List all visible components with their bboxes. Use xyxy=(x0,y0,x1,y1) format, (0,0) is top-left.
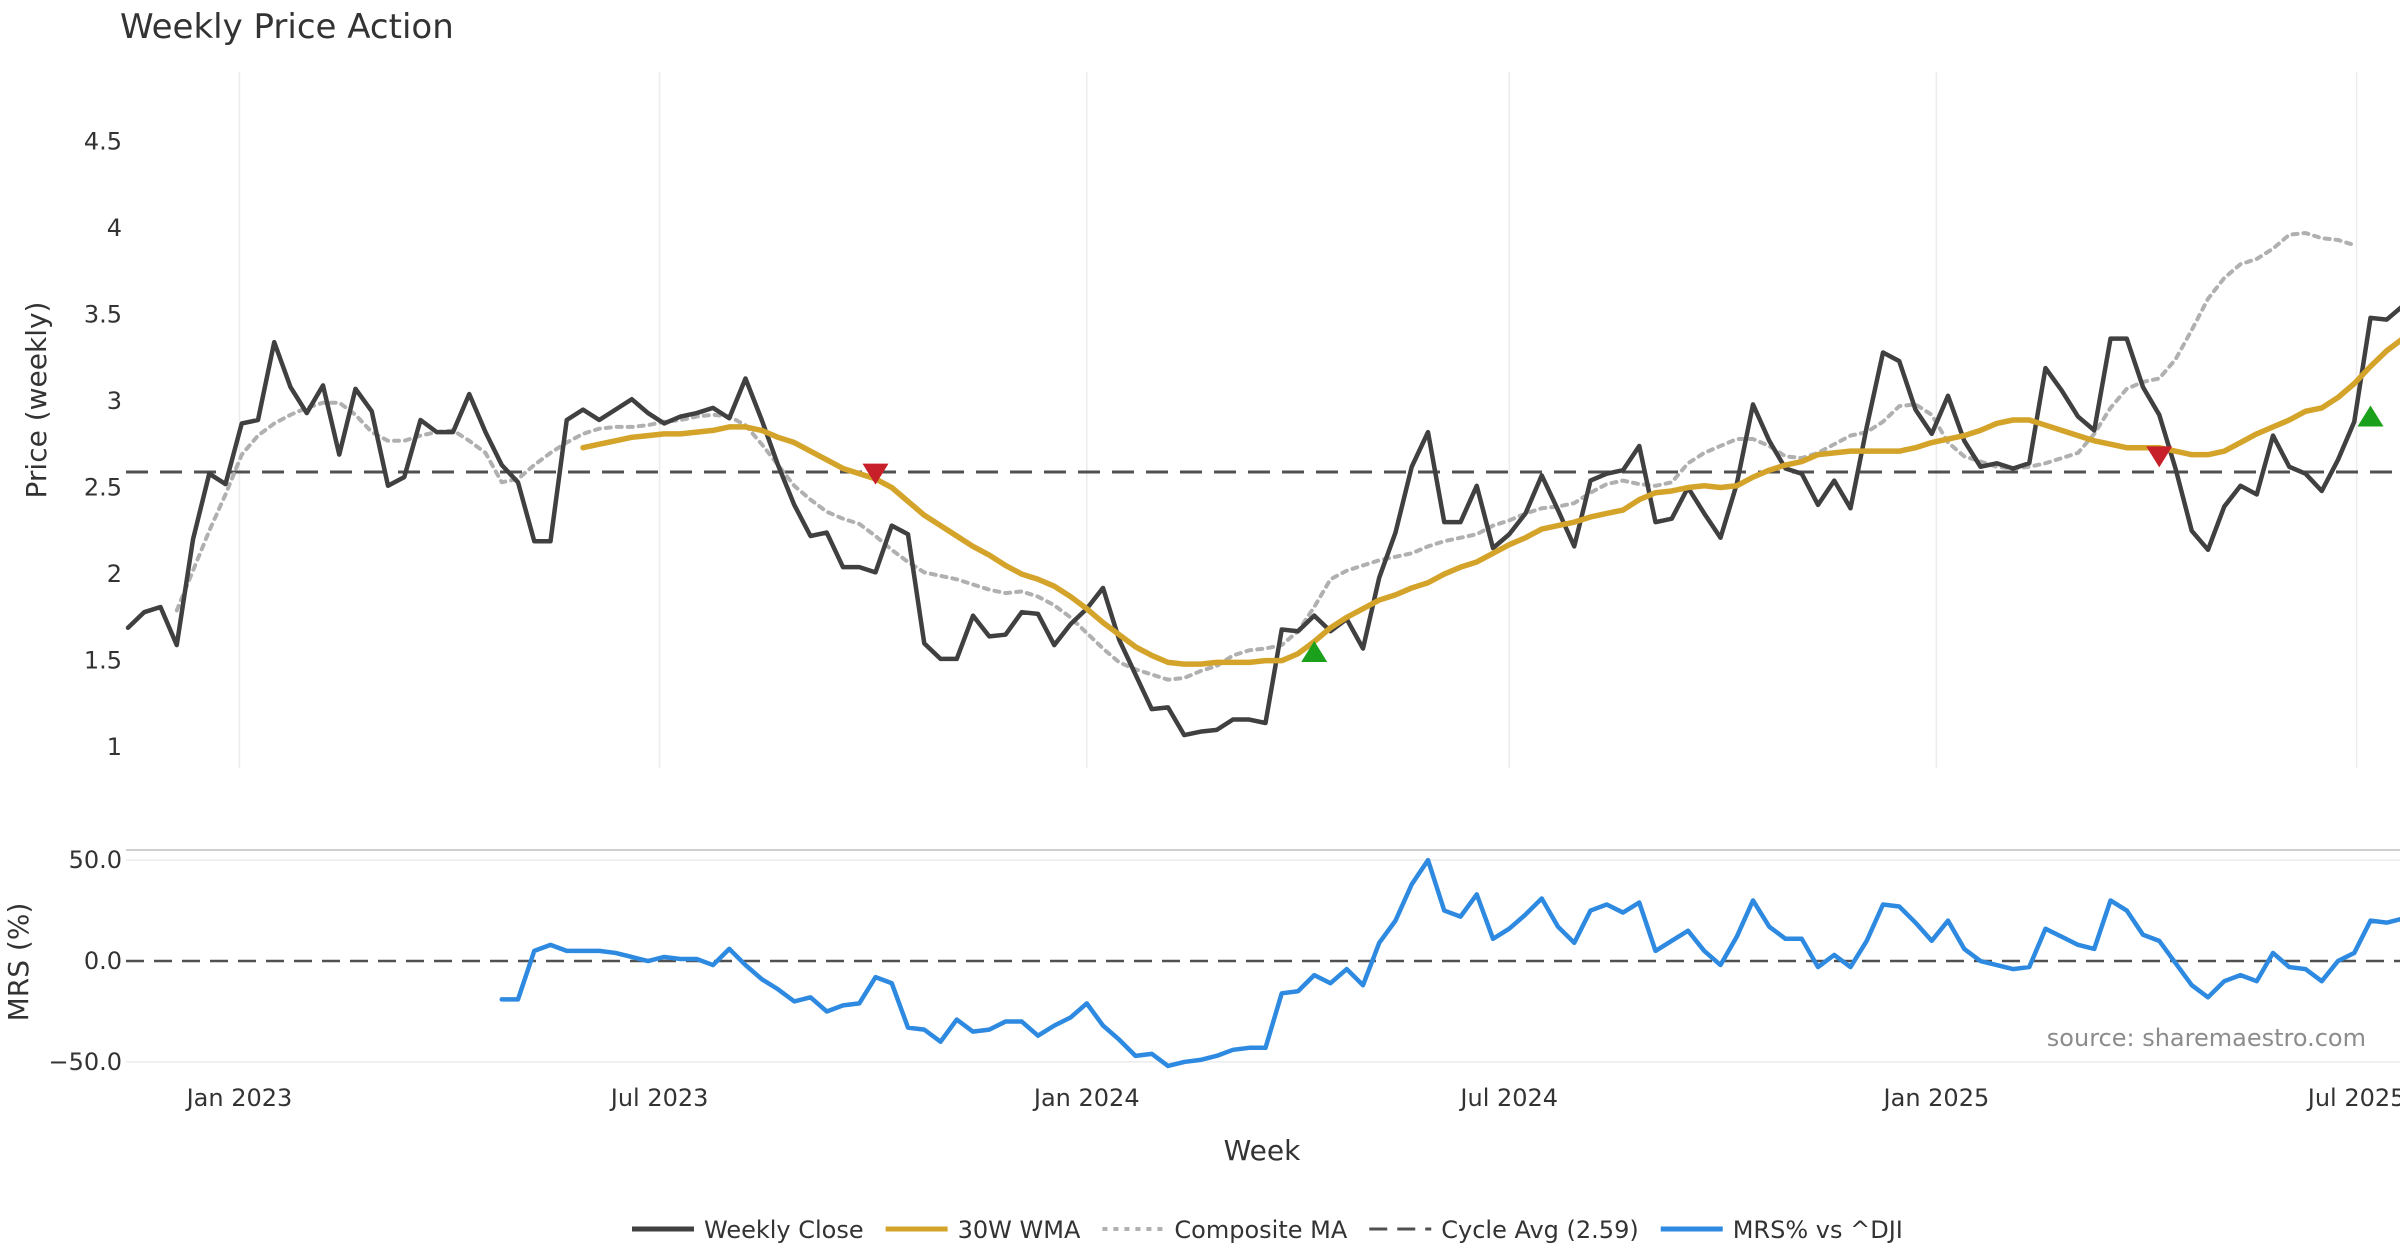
legend-label-weekly-close: Weekly Close xyxy=(704,1216,864,1244)
price-y-tick-2: 2 xyxy=(107,560,122,588)
legend-label-30w-wma: 30W WMA xyxy=(958,1216,1081,1244)
price-y-tick-4: 4 xyxy=(107,214,122,242)
mrs-gridlines xyxy=(126,859,2400,1063)
x-tick-label-jul-2024: Jul 2024 xyxy=(1458,1084,1558,1112)
legend: Weekly Close 30W WMA Composite MA Cycle Avg… xyxy=(632,1216,1903,1244)
series-line-composite-ma xyxy=(174,231,2357,682)
price-y-axis: 1 1.5 2 2.5 3 3.5 4 4.5 xyxy=(84,127,122,761)
x-tick-label-jul-2023: Jul 2023 xyxy=(609,1084,709,1112)
price-series-group xyxy=(125,231,2400,738)
price-y-tick-3-5: 3.5 xyxy=(84,300,122,328)
x-axis-title: Week xyxy=(1224,1134,1301,1167)
chart-title: Weekly Price Action xyxy=(120,7,454,47)
series-line-weekly-close xyxy=(125,305,2400,738)
mrs-series-group xyxy=(499,857,2400,1069)
mrs-y-tick-1: 50.0 xyxy=(69,846,122,874)
sell-signal-marker-1 xyxy=(862,463,889,485)
x-tick-label-jan-2023: Jan 2023 xyxy=(185,1084,293,1112)
price-y-tick-1-5: 1.5 xyxy=(84,647,122,675)
buy-signal-marker-4 xyxy=(2357,405,2384,427)
price-y-axis-title: Price (weekly) xyxy=(20,302,53,499)
mrs-y-tick-2: 0.0 xyxy=(84,947,122,975)
buy-signal-marker-2 xyxy=(1301,641,1328,662)
signal-markers xyxy=(862,405,2384,662)
price-y-tick-3: 3 xyxy=(107,387,122,415)
x-axis-ticks: Jan 2023 Jul 2023 Jan 2024 Jul 2024 Jan 2025… xyxy=(185,1084,2400,1112)
x-tick-label-jul-2025: Jul 2025 xyxy=(2306,1084,2400,1112)
series-line-mrs-vs-dji xyxy=(499,857,2400,1069)
x-tick-label-jan-2024: Jan 2024 xyxy=(1032,1084,1140,1112)
sell-signal-marker-3 xyxy=(2146,446,2173,468)
x-tick-label-jan-2025: Jan 2025 xyxy=(1882,1084,1990,1112)
mrs-y-axis: 50.0 0.0 −50.0 xyxy=(48,846,122,1076)
price-y-tick-2-5: 2.5 xyxy=(84,474,122,502)
price-x-gridlines xyxy=(238,72,2358,768)
price-y-tick-4-5: 4.5 xyxy=(84,127,122,155)
mrs-y-axis-title: MRS (%) xyxy=(2,903,35,1022)
source-annotation: source: sharemaestro.com xyxy=(2047,1024,2366,1052)
mrs-y-tick-3: −50.0 xyxy=(48,1048,122,1076)
legend-label-cycle-avg-2-59: Cycle Avg (2.59) xyxy=(1441,1216,1638,1244)
price-y-tick-1: 1 xyxy=(107,733,122,761)
legend-label-composite-ma: Composite MA xyxy=(1174,1216,1347,1244)
series-line-30w-wma xyxy=(580,337,2400,667)
legend-label-mrs-vs-dji: MRS% vs ^DJI xyxy=(1733,1216,1903,1244)
